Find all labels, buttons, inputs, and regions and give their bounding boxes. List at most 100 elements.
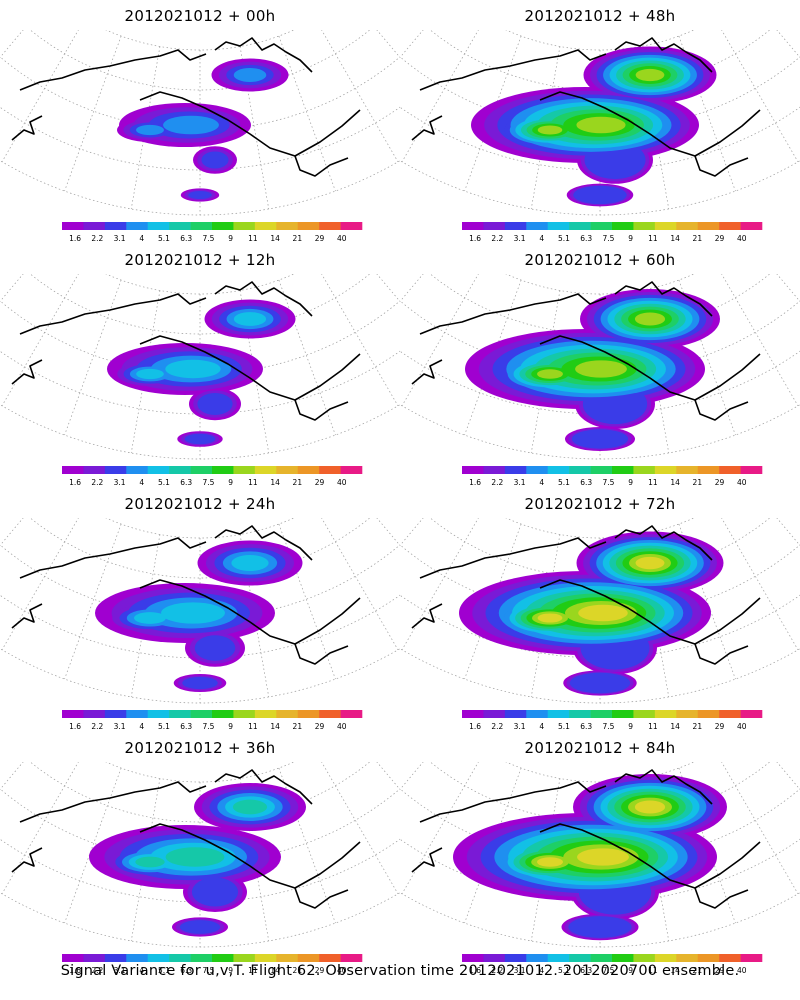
colorbar-tick-label: 9: [228, 478, 233, 487]
colorbar-swatch: [276, 710, 299, 718]
colorbar-tick-label: 1.6: [469, 722, 481, 731]
colorbar-swatch: [612, 710, 634, 718]
colorbar-tick-label: 14: [670, 722, 680, 731]
colorbar-tick-label: 1.6: [69, 966, 81, 975]
colorbar-tick-label: 2.2: [491, 478, 503, 487]
colorbar-swatch: [719, 710, 741, 718]
colorbar-tick-label: 4: [539, 722, 544, 731]
map-panel-48h: 2012021012 + 48h 1.6 2.2 3.1 4 5.1 6.3 7.5 9 11 14…: [400, 0, 800, 243]
colorbar-swatch: [104, 466, 127, 474]
variance-field: [459, 531, 724, 696]
colorbar-swatch: [504, 954, 527, 962]
map-panel-72h: 2012021012 + 72h 1.6 2.2 3.1 4 5.1 6.3 7.5 9 11 14…: [400, 488, 800, 731]
colorbar-swatch: [126, 710, 149, 718]
colorbar-swatch: [62, 710, 84, 718]
variance-field: [453, 774, 727, 941]
colorbar: 1.6 2.2 3.1 4 5.1 6.3 7.5 9 11 14 21 29 40: [462, 222, 763, 243]
colorbar-tick-label: 40: [337, 966, 347, 975]
colorbar-tick-label: 29: [715, 722, 725, 731]
colorbar-swatch: [147, 710, 170, 718]
colorbar-swatch: [483, 466, 506, 474]
colorbar-swatch: [612, 466, 634, 474]
coastlines: [411, 525, 761, 665]
colorbar-swatch: [297, 710, 320, 718]
colorbar-tick-label: 40: [337, 478, 347, 487]
colorbar-tick-label: 29: [315, 234, 325, 243]
colorbar-swatch: [212, 954, 234, 962]
coastlines: [11, 769, 361, 909]
colorbar-swatch: [169, 710, 191, 718]
colorbar-swatch: [569, 710, 591, 718]
polar-map: [400, 30, 800, 216]
polar-map: [400, 274, 800, 460]
colorbar-swatch: [719, 222, 741, 230]
colorbar: 1.6 2.2 3.1 4 5.1 6.3 7.5 9 11 14 21 29 40: [462, 954, 763, 975]
colorbar-swatch: [83, 466, 106, 474]
colorbar-tick-label: 14: [670, 234, 680, 243]
colorbar-tick-label: 6.3: [180, 478, 192, 487]
colorbar-swatch: [697, 710, 720, 718]
colorbar-swatch: [719, 954, 741, 962]
colorbar-swatch: [697, 222, 720, 230]
colorbar-tick-label: 2.2: [91, 478, 103, 487]
colorbar-tick-label: 21: [293, 966, 303, 975]
colorbar-swatch: [233, 954, 256, 962]
colorbar-swatch: [319, 954, 341, 962]
colorbar-swatch: [340, 222, 363, 230]
panel-title: 2012021012 + 72h: [524, 495, 676, 513]
colorbar-tick-label: 40: [737, 722, 747, 731]
coastlines: [411, 769, 761, 909]
panel-title: 2012021012 + 84h: [524, 739, 676, 757]
colorbar-tick-label: 1.6: [69, 478, 81, 487]
colorbar-tick-label: 1.6: [69, 722, 81, 731]
colorbar-tick-label: 14: [270, 722, 280, 731]
colorbar-tick-label: 7.5: [202, 478, 214, 487]
colorbar-swatch: [169, 954, 191, 962]
colorbar-tick-label: 7.5: [202, 966, 214, 975]
colorbar-swatch: [233, 222, 256, 230]
colorbar-swatch: [569, 954, 591, 962]
colorbar-tick-label: 29: [715, 234, 725, 243]
colorbar-tick-label: 5.1: [158, 722, 170, 731]
polar-map: [400, 762, 800, 948]
map-panel-60h: 2012021012 + 60h 1.6 2.2 3.1 4 5.1 6.3 7.5 9 11 14…: [400, 244, 800, 487]
colorbar-swatch: [104, 954, 127, 962]
colorbar-tick-label: 14: [270, 478, 280, 487]
colorbar-swatch: [526, 710, 549, 718]
colorbar-tick-label: 2.2: [91, 722, 103, 731]
colorbar-swatch: [62, 222, 84, 230]
colorbar-tick-label: 7.5: [602, 722, 614, 731]
colorbar-tick-label: 6.3: [180, 234, 192, 243]
map-panel-36h: 2012021012 + 36h 1.6 2.2 3.1 4 5.1 6.3 7.5 9 11 14…: [0, 732, 400, 975]
colorbar-tick-label: 21: [293, 478, 303, 487]
colorbar-swatch: [697, 466, 720, 474]
colorbar-tick-label: 5.1: [158, 478, 170, 487]
polar-map: [0, 518, 400, 704]
colorbar-tick-label: 7.5: [602, 478, 614, 487]
colorbar-swatch: [676, 466, 699, 474]
colorbar-tick-label: 4: [539, 478, 544, 487]
colorbar-swatch: [526, 954, 549, 962]
colorbar-tick-label: 3.1: [514, 722, 526, 731]
coastlines: [411, 281, 761, 421]
colorbar-tick-label: 4: [539, 966, 544, 975]
colorbar-tick-label: 5.1: [558, 966, 570, 975]
colorbar-swatch: [547, 710, 570, 718]
colorbar-swatch: [340, 954, 363, 962]
colorbar-tick-label: 1.6: [469, 234, 481, 243]
colorbar: 1.6 2.2 3.1 4 5.1 6.3 7.5 9 11 14 21 29 40: [462, 466, 763, 487]
colorbar-swatch: [254, 710, 277, 718]
colorbar-tick-label: 2.2: [491, 234, 503, 243]
colorbar-swatch: [297, 466, 320, 474]
colorbar-swatch: [590, 466, 613, 474]
colorbar-swatch: [297, 222, 320, 230]
colorbar-tick-label: 14: [670, 478, 680, 487]
colorbar-tick-label: 11: [648, 722, 658, 731]
colorbar-swatch: [190, 710, 213, 718]
colorbar-tick-label: 29: [315, 478, 325, 487]
colorbar-tick-label: 9: [628, 234, 633, 243]
colorbar: 1.6 2.2 3.1 4 5.1 6.3 7.5 9 11 14 21 29 40: [462, 710, 763, 731]
colorbar-swatch: [104, 710, 127, 718]
colorbar-tick-label: 11: [248, 722, 258, 731]
colorbar-swatch: [62, 466, 84, 474]
